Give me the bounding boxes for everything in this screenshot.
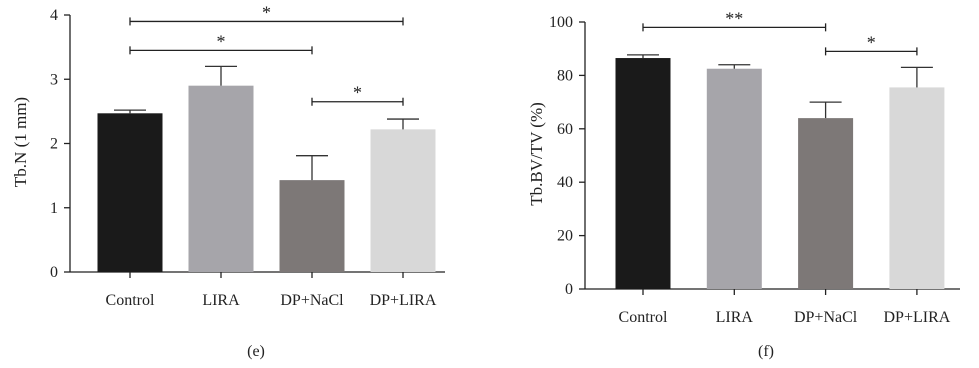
y-tick-label: 40 [557, 174, 573, 191]
x-tick-label: LIRA [202, 292, 240, 309]
bar-control [97, 113, 163, 273]
significance-label: * [262, 2, 271, 22]
significance-label: ** [725, 8, 743, 28]
x-tick-label: Control [106, 292, 155, 309]
y-tick-label: 1 [50, 200, 58, 217]
chart-panel-e: Tb.N (1 mm) (e) 0 1 2 3 4 Control LIRA DP+NaCl D… [11, 2, 445, 360]
y-tick-label: 60 [557, 121, 573, 138]
chart-panel-f: Tb.BV/TV (%) (f) 0 20 40 60 80 100 Control LIRA… [527, 8, 960, 360]
y-axis-label: Tb.BV/TV (%) [527, 102, 546, 206]
significance-label: * [867, 32, 876, 52]
panel-label: (f) [758, 343, 774, 360]
bar-control [615, 58, 671, 289]
bar-dp-nacl [798, 118, 854, 290]
x-tick-label: LIRA [716, 309, 754, 326]
bar-dp-lira [370, 129, 436, 272]
y-tick-label: 3 [50, 71, 58, 88]
y-tick-label: 100 [549, 14, 573, 31]
x-tick-label: DP+NaCl [280, 292, 344, 309]
panel-label: (e) [247, 343, 265, 360]
bar-dp-nacl [279, 180, 345, 272]
y-tick-label: 4 [50, 7, 58, 24]
y-tick-label: 20 [557, 228, 573, 245]
y-tick-label: 2 [50, 136, 58, 153]
bar-dp-lira [889, 87, 945, 289]
significance-label: * [353, 83, 362, 103]
significance-label: * [217, 31, 226, 51]
x-tick-label: DP+LIRA [883, 309, 950, 326]
y-tick-label: 80 [557, 67, 573, 84]
y-axis-label: Tb.N (1 mm) [11, 97, 30, 187]
y-tick-label: 0 [50, 264, 58, 281]
y-tick-label: 0 [565, 281, 573, 298]
bar-lira [188, 85, 254, 272]
x-tick-label: Control [619, 309, 668, 326]
bar-lira [706, 68, 762, 289]
x-tick-label: DP+NaCl [794, 309, 858, 326]
x-tick-label: DP+LIRA [370, 292, 437, 309]
